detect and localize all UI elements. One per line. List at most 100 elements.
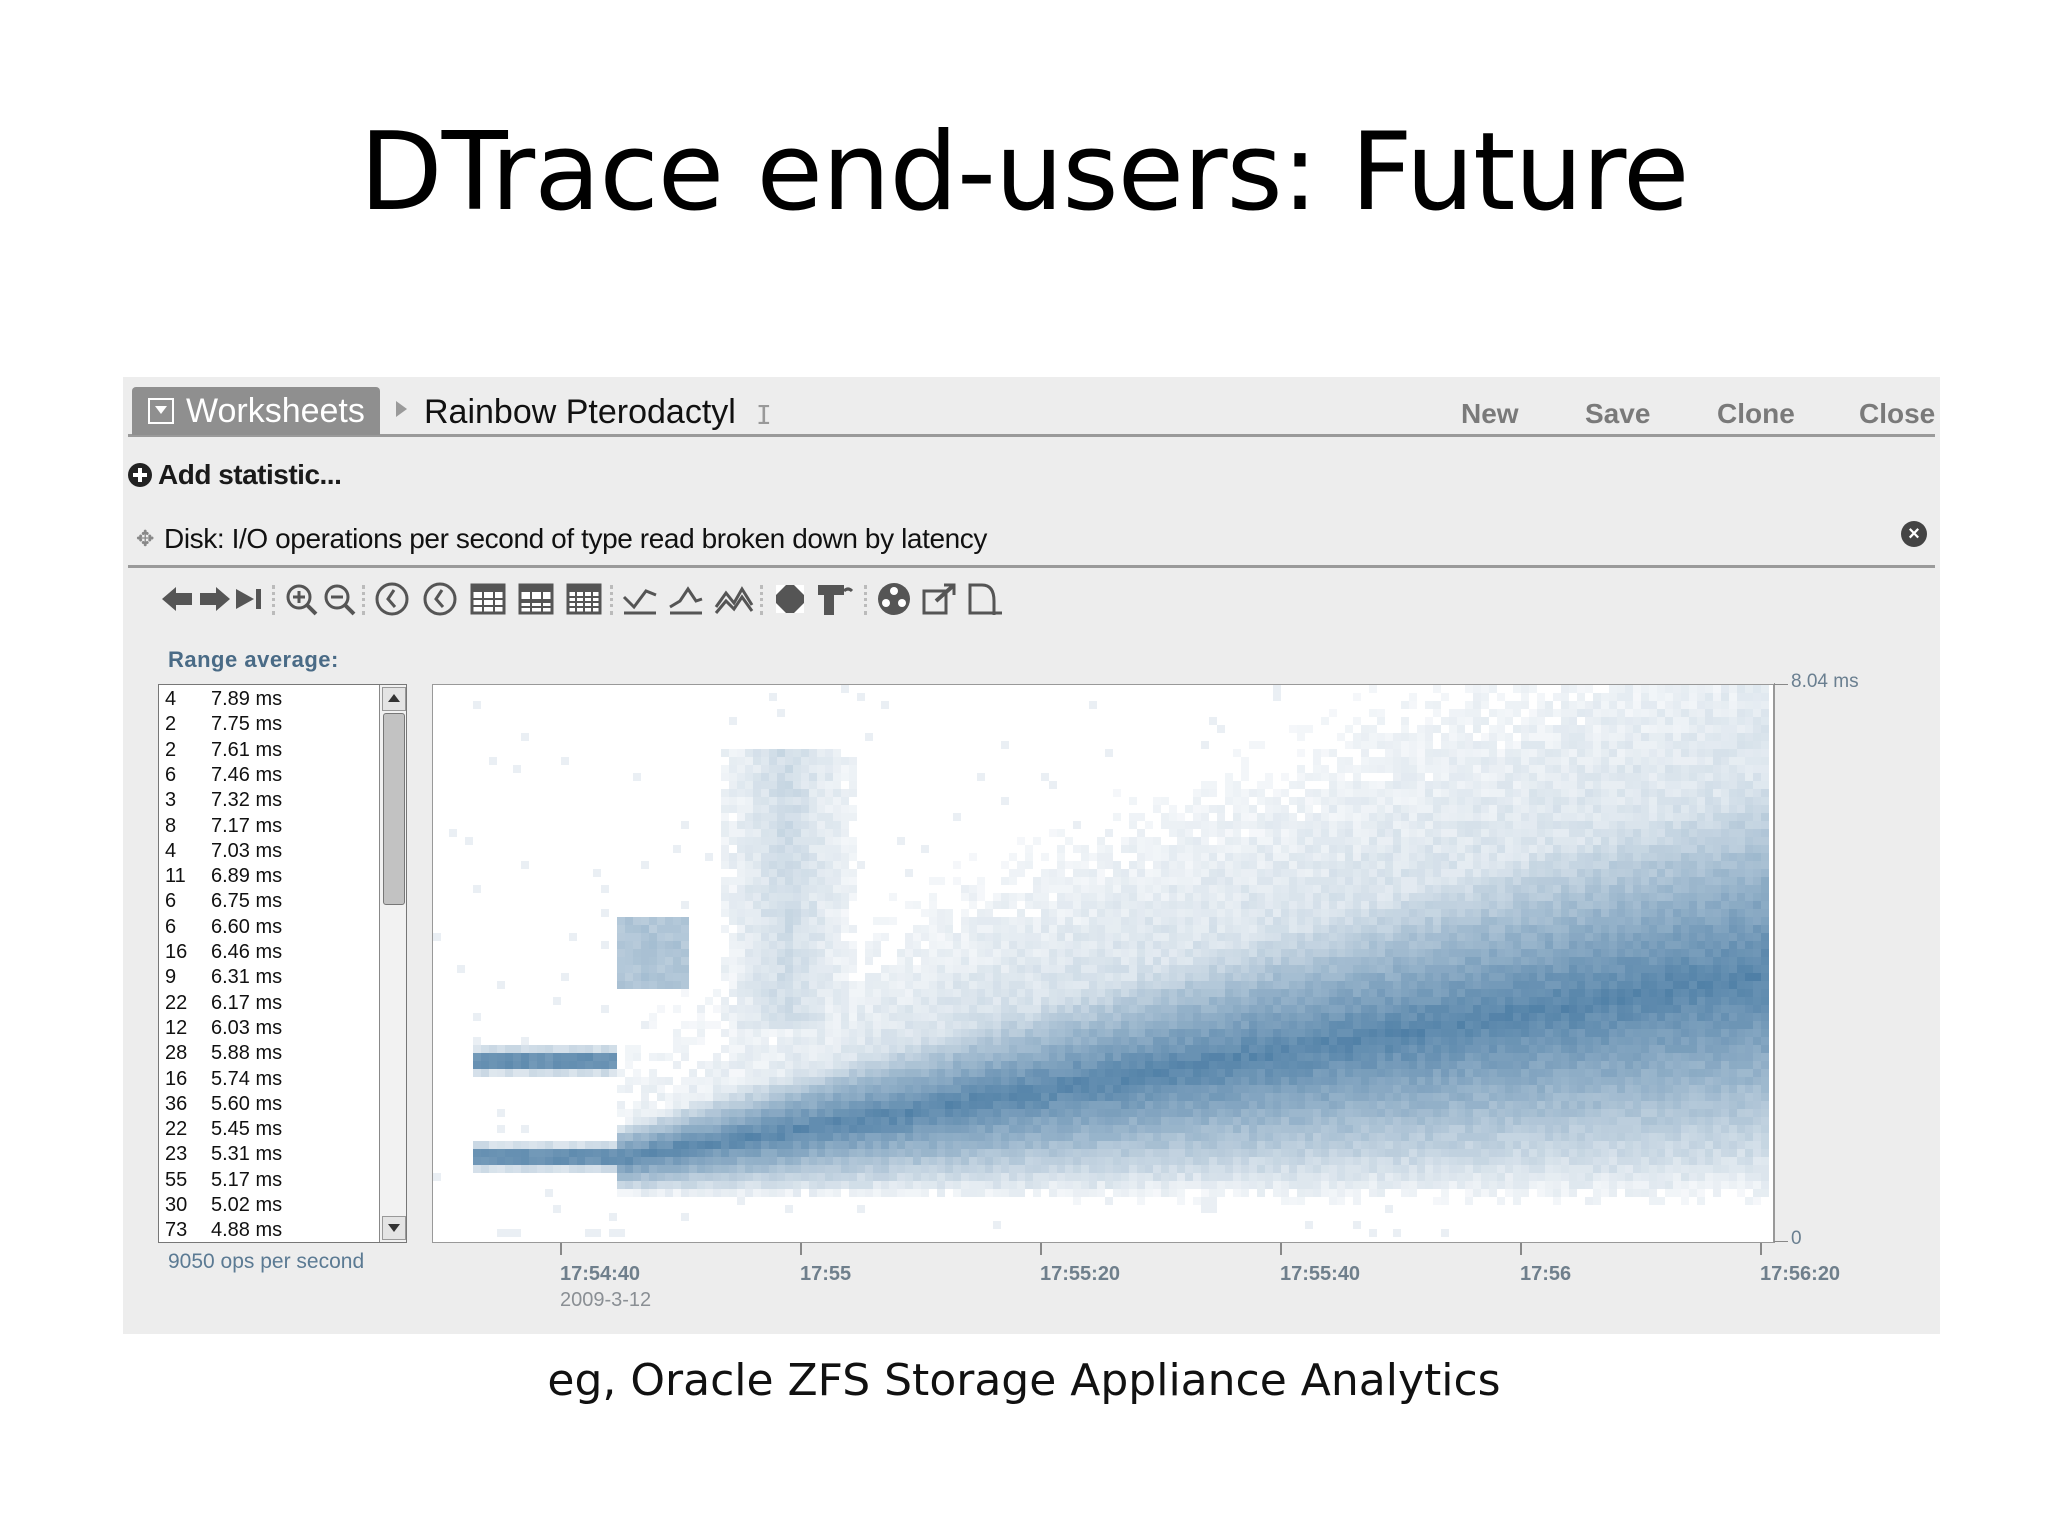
heatmap-cell	[641, 1085, 649, 1093]
heatmap-cell	[1225, 821, 1233, 829]
list-item[interactable]: 22 5.45 ms	[165, 1117, 282, 1142]
line-chart-alt-icon[interactable]	[666, 577, 706, 621]
table-full-icon[interactable]	[564, 577, 604, 621]
heatmap-canvas[interactable]	[433, 685, 1773, 1242]
list-item[interactable]: 16 6.46 ms	[165, 940, 282, 965]
heatmap-cell	[1017, 861, 1025, 869]
arrow-right-icon[interactable]	[194, 577, 234, 621]
heatmap-cell	[1281, 1173, 1289, 1181]
heatmap-cell	[681, 1053, 689, 1061]
new-button[interactable]: New	[1461, 398, 1519, 429]
list-item[interactable]: 12 6.03 ms	[165, 1016, 282, 1041]
worksheets-tab[interactable]: Worksheets	[132, 387, 380, 435]
list-item[interactable]: 23 5.31 ms	[165, 1142, 282, 1167]
list-item[interactable]: 36 5.60 ms	[165, 1092, 282, 1117]
list-item[interactable]: 16 5.74 ms	[165, 1067, 282, 1092]
heatmap-cell	[649, 1157, 657, 1165]
heatmap-cell	[1337, 917, 1345, 925]
heatmap-cell	[1321, 861, 1329, 869]
list-item[interactable]: 22 6.17 ms	[165, 991, 282, 1016]
dropdown-box-icon[interactable]	[148, 398, 174, 424]
list-item[interactable]: 9 6.31 ms	[165, 965, 282, 990]
zoom-in-icon[interactable]	[282, 577, 322, 621]
heatmap-cell	[1041, 1021, 1049, 1029]
list-item[interactable]: 30 5.02 ms	[165, 1193, 282, 1218]
scroll-thumb[interactable]	[383, 713, 405, 905]
heatmap-cell	[825, 1173, 833, 1181]
heatmap-cell	[1009, 1141, 1017, 1149]
export-icon[interactable]	[920, 577, 960, 621]
list-item[interactable]: 6 6.60 ms	[165, 915, 282, 940]
clock-forward-icon[interactable]	[420, 577, 460, 621]
mountain-chart-icon[interactable]	[714, 577, 754, 621]
heatmap-cell	[1233, 957, 1241, 965]
list-item[interactable]: 3 7.32 ms	[165, 788, 282, 813]
heatmap-cell	[889, 1093, 897, 1101]
heatmap-cell	[729, 933, 737, 941]
heatmap-cell	[1009, 965, 1017, 973]
heatmap-cell	[801, 1085, 809, 1093]
heatmap-cell	[1369, 1109, 1377, 1117]
zoom-out-icon[interactable]	[320, 577, 360, 621]
list-item[interactable]: 2 7.75 ms	[165, 712, 282, 737]
heatmap-cell	[1129, 1149, 1137, 1157]
heatmap-cell	[801, 757, 809, 765]
arrow-left-icon[interactable]	[158, 577, 198, 621]
heatmap-cell	[865, 1189, 873, 1197]
drag-handle-icon[interactable]: ✥	[136, 526, 155, 551]
list-item[interactable]: 8 7.17 ms	[165, 814, 282, 839]
heatmap-cell	[633, 1101, 641, 1109]
heatmap-cell	[1281, 1085, 1289, 1093]
heatmap-cell	[1353, 1061, 1361, 1069]
clone-button[interactable]: Clone	[1717, 398, 1795, 429]
heatmap-cell	[825, 845, 833, 853]
line-chart-icon[interactable]	[620, 577, 660, 621]
close-button[interactable]: Close	[1859, 398, 1936, 429]
heatmap-cell	[1201, 1141, 1209, 1149]
heatmap-cell	[569, 1053, 577, 1061]
list-item[interactable]: 73 4.88 ms	[165, 1218, 282, 1242]
skip-end-icon[interactable]	[230, 577, 270, 621]
heatmap-cell	[937, 981, 945, 989]
close-statistic-icon[interactable]: ×	[1901, 521, 1927, 547]
table-alt-icon[interactable]	[516, 577, 556, 621]
heatmap-cell	[1209, 717, 1217, 725]
heatmap-cell	[785, 1141, 793, 1149]
list-item[interactable]: 4 7.03 ms	[165, 839, 282, 864]
heatmap-cell	[809, 909, 817, 917]
scroll-up-icon[interactable]	[382, 687, 406, 711]
list-item[interactable]: 28 5.88 ms	[165, 1041, 282, 1066]
drill-icon[interactable]	[814, 577, 854, 621]
heatmap-cell	[1353, 1069, 1361, 1077]
heatmap-cell	[681, 1141, 689, 1149]
list-item[interactable]: 4 7.89 ms	[165, 687, 282, 712]
latency-heatmap[interactable]	[432, 684, 1774, 1243]
scroll-down-icon[interactable]	[382, 1216, 406, 1240]
heatmap-cell	[1025, 1165, 1033, 1173]
save-dataset-icon[interactable]	[964, 577, 1004, 621]
list-item[interactable]: 2 7.61 ms	[165, 738, 282, 763]
color-wheel-icon[interactable]	[874, 577, 914, 621]
heatmap-cell	[1369, 981, 1377, 989]
worksheet-name[interactable]: Rainbow Pterodactyl	[424, 393, 736, 431]
heatmap-cell	[1121, 957, 1129, 965]
heatmap-cell	[1169, 1165, 1177, 1173]
list-item[interactable]: 55 5.17 ms	[165, 1168, 282, 1193]
heatmap-cell	[1345, 1133, 1353, 1141]
heatmap-cell	[1265, 973, 1273, 981]
clock-back-icon[interactable]	[372, 577, 412, 621]
list-item[interactable]: 6 7.46 ms	[165, 763, 282, 788]
table-icon[interactable]	[468, 577, 508, 621]
latency-breakdown-list[interactable]: 4 7.89 ms 2 7.75 ms 2 7.61 ms 6 7.46 ms 3 7.32 ms…	[158, 684, 407, 1243]
list-item[interactable]: 6 6.75 ms	[165, 889, 282, 914]
heatmap-cell	[1393, 909, 1401, 917]
list-scrollbar[interactable]	[379, 685, 406, 1242]
heatmap-cell	[761, 1173, 769, 1181]
heatmap-cell	[1329, 997, 1337, 1005]
fit-icon[interactable]	[770, 577, 810, 621]
heatmap-cell	[769, 933, 777, 941]
save-button[interactable]: Save	[1585, 398, 1651, 429]
list-item[interactable]: 11 6.89 ms	[165, 864, 282, 889]
heatmap-cell	[1289, 1181, 1297, 1189]
heatmap-cell	[1225, 797, 1233, 805]
